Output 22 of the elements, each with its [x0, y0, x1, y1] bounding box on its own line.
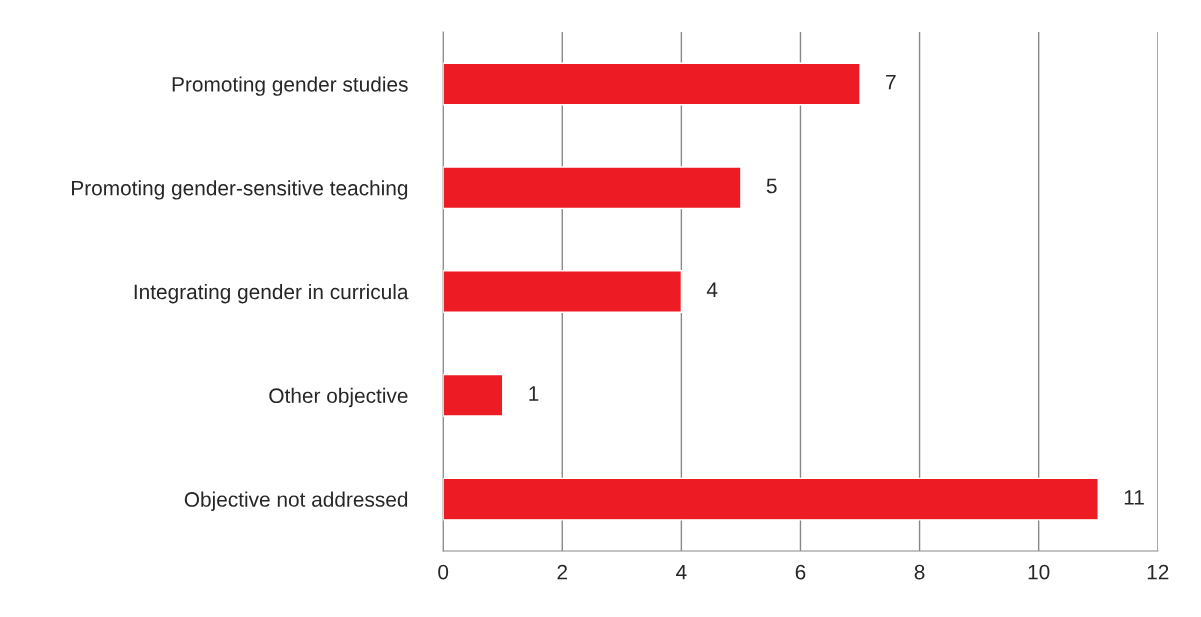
bar	[443, 166, 742, 210]
x-tick-label: 2	[557, 564, 568, 580]
y-tick-label: Promoting gender-sensitive teaching	[72, 180, 408, 200]
bar	[443, 373, 504, 417]
bar	[443, 270, 683, 313]
data-label: 4	[706, 282, 718, 297]
x-tick-label: 0	[438, 564, 449, 580]
data-label: 11	[1124, 490, 1144, 505]
y-tick-label: Other objective	[269, 387, 408, 408]
bar	[443, 62, 861, 106]
y-tick-label: Integrating gender in curricula	[134, 283, 409, 304]
data-label: 1	[529, 386, 539, 401]
x-tick-label: 12	[1147, 564, 1169, 580]
data-label: 7	[886, 75, 896, 90]
x-tick-label: 10	[1028, 564, 1050, 580]
x-tick-label: 4	[676, 564, 687, 580]
y-tick-label: Objective not addressed	[184, 491, 408, 511]
x-tick-label: 8	[914, 564, 925, 580]
bar	[443, 477, 1099, 521]
y-tick-label: Promoting gender studies	[172, 76, 408, 96]
data-label: 5	[766, 178, 777, 194]
x-tick-label: 6	[795, 564, 806, 580]
